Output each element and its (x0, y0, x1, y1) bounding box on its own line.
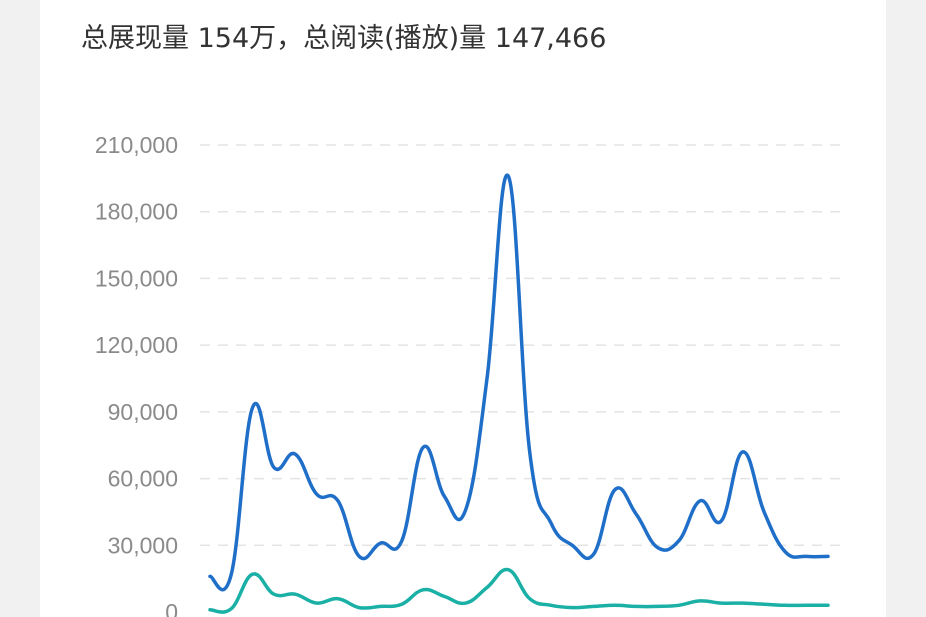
chart-headline: 总展现量 154万，总阅读(播放)量 147,466 (81, 23, 607, 54)
y-tick-label: 210,000 (95, 132, 178, 158)
y-tick-label: 30,000 (108, 532, 178, 558)
y-axis-ticks: 0 30,000 60,000 90,000 120,000 150,000 180,000… (95, 132, 178, 617)
series-lines (208, 173, 830, 614)
y-tick-label: 120,000 (95, 332, 178, 358)
series-line-impressions (208, 173, 830, 592)
y-tick-label: 90,000 (108, 399, 178, 425)
y-tick-label: 150,000 (95, 265, 178, 291)
gridlines (200, 144, 840, 547)
y-tick-label: 180,000 (95, 199, 178, 225)
y-tick-label: 0 (165, 599, 178, 617)
series-line-reads (208, 567, 830, 614)
y-tick-label: 60,000 (108, 466, 178, 492)
